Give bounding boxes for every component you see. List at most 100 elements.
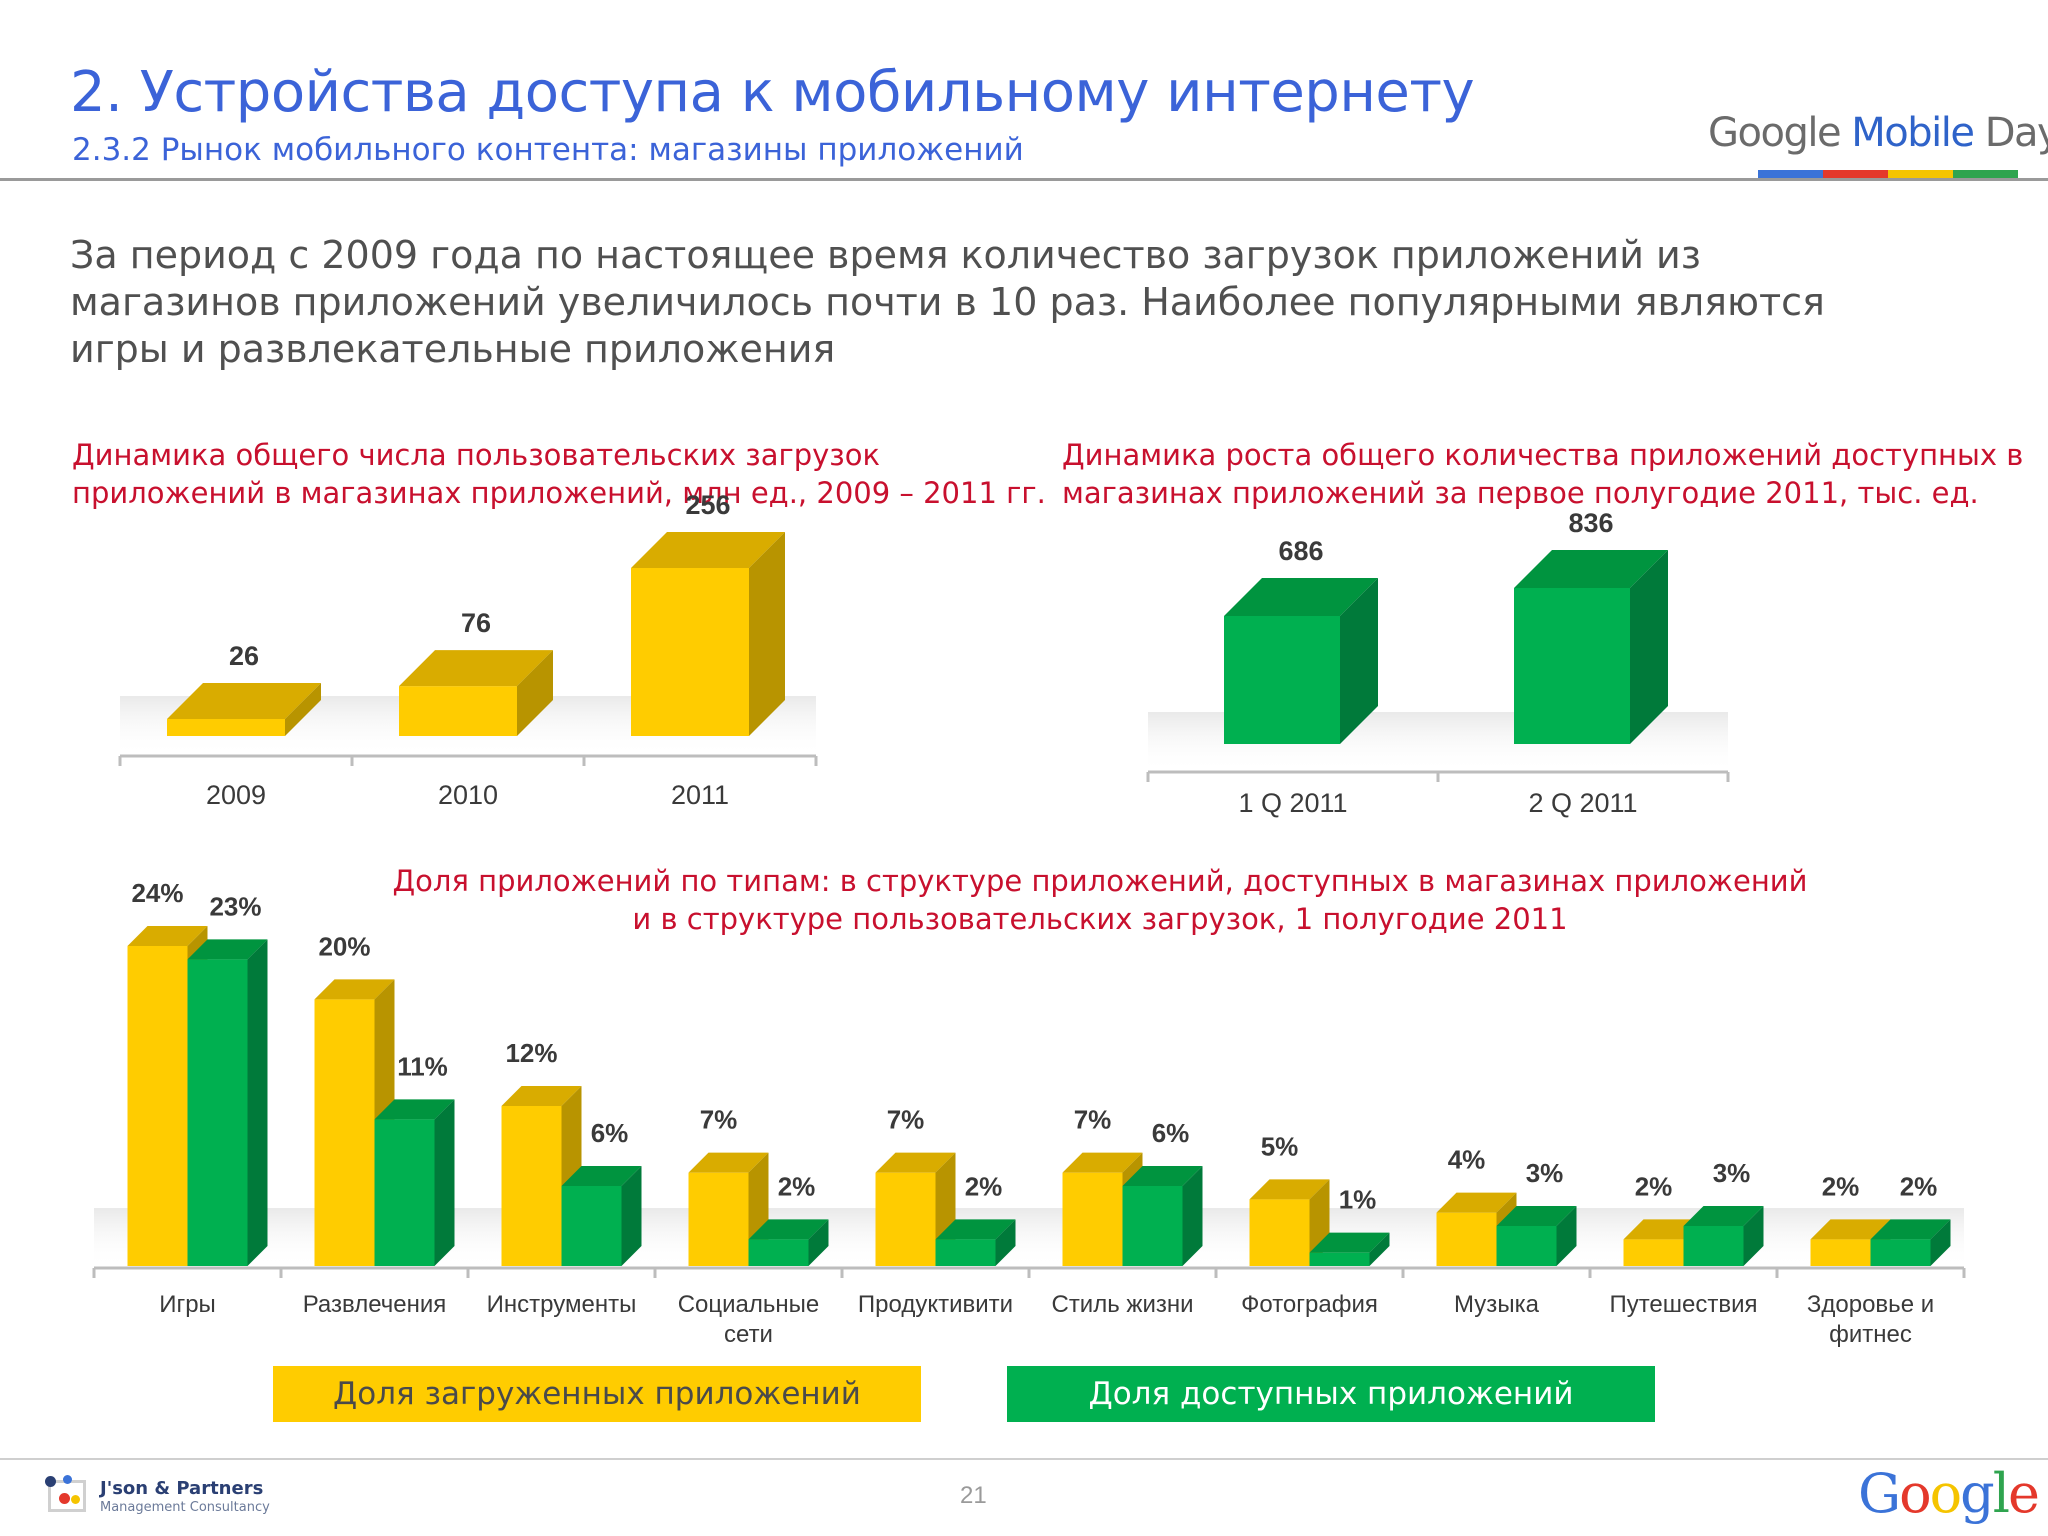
chart3-category-label: Инструменты	[487, 1291, 637, 1318]
jsonpartners-logo: J'son & Partners Management Consultancy	[45, 1472, 288, 1520]
chart3-category-label: Стиль жизни	[1051, 1291, 1193, 1318]
legend-downloads-label: Доля загруженных приложений	[333, 1376, 861, 1412]
google-logo: Google	[1858, 1462, 2040, 1525]
chart3-bar-available-8-front	[1683, 1226, 1744, 1266]
chart3-bar-available-6-side	[1369, 1232, 1390, 1266]
chart3-bar-available-4	[935, 1219, 1016, 1266]
chart3-bar-available-4-front	[935, 1239, 996, 1266]
logo-word-day: Day	[1984, 110, 2048, 156]
chart3-bar-available-5-top	[1122, 1166, 1203, 1186]
available-apps-chart: 686 1 Q 2011 836 2 Q 2011	[1146, 508, 1730, 818]
chart3-bar-available-2	[561, 1166, 642, 1266]
chart3-bar-available-3-front	[748, 1239, 809, 1266]
chart1-bar-2010-front	[399, 686, 517, 736]
chart3-bar-downloads-6-front	[1249, 1199, 1310, 1266]
chart3-bar-available-7	[1496, 1206, 1577, 1266]
chart3-downloads-label: 5%	[1261, 1131, 1299, 1161]
page-title: 2. Устройства доступа к мобильному интер…	[70, 60, 1475, 125]
chart3-title: Доля приложений по типам: в структуре пр…	[380, 862, 1820, 938]
chart3-bar-available-1-front	[374, 1119, 435, 1266]
chart2-title: Динамика роста общего количества приложе…	[1062, 436, 2023, 512]
chart3-bar-downloads-9-top	[1810, 1219, 1891, 1240]
chart3-downloads-label: 4%	[1448, 1145, 1486, 1175]
chart2-category-label: 2 Q 2011	[1528, 788, 1637, 818]
chart3-bar-available-0-side	[247, 939, 268, 1266]
chart3-available-label: 2%	[1900, 1171, 1938, 1201]
chart1-category-label: 2009	[206, 780, 266, 810]
chart2-title-line2: магазинах приложений за первое полугодие…	[1062, 476, 1979, 510]
chart3-bar-available-0-front	[187, 959, 248, 1266]
chart3-available-label: 23%	[209, 891, 261, 921]
chart3-available-label: 11%	[397, 1051, 448, 1081]
chart3-bar-downloads-6-top	[1249, 1179, 1330, 1200]
legend-downloads: Доля загруженных приложений	[273, 1366, 921, 1422]
downloads-chart: 26 2009 76 2010 256 2011	[118, 490, 818, 810]
chart3-bar-available-2-top	[561, 1166, 642, 1186]
chart2-value-label: 686	[1278, 536, 1323, 566]
chart2-bar-1	[1514, 550, 1668, 744]
chart3-available-label: 1%	[1339, 1185, 1377, 1215]
chart1-value-label: 76	[461, 608, 491, 638]
jsonpartners-subtitle: Management Consultancy	[100, 1500, 270, 1515]
chart3-bar-available-8-side	[1743, 1206, 1764, 1266]
chart2-bar-0-front	[1224, 615, 1340, 744]
chart3-bar-downloads-4-top	[875, 1152, 956, 1173]
chart3-bar-available-6-top	[1309, 1232, 1390, 1253]
chart3-bar-downloads-8-front	[1623, 1239, 1684, 1266]
chart3-title-line1: Доля приложений по типам: в структуре пр…	[392, 864, 1808, 898]
chart3-bar-available-1-top	[374, 1099, 455, 1120]
chart3-bar-available-6-front	[1309, 1252, 1370, 1266]
chart1-bar-2009-side	[285, 682, 321, 736]
lead-text: За период с 2009 года по настоящее время…	[70, 233, 1825, 371]
chart1-bar-2010-side	[517, 650, 553, 736]
chart3-bar-available-6	[1309, 1232, 1390, 1266]
chart3-bar-available-9-front	[1870, 1239, 1931, 1266]
chart3-title-line2: и в структуре пользовательских загрузок,…	[632, 902, 1568, 936]
chart3-bar-downloads-3-front	[688, 1172, 749, 1266]
chart3-bar-available-5-side	[1182, 1166, 1203, 1266]
chart3-category-label: Здоровье и	[1807, 1291, 1934, 1318]
chart3-category-label: Развлечения	[303, 1291, 447, 1318]
chart3-bar-available-3-side	[808, 1219, 829, 1266]
chart3-bar-available-2-side	[621, 1166, 642, 1266]
chart3-bar-downloads-5-front	[1062, 1172, 1123, 1266]
chart3-downloads-label: 20%	[318, 931, 370, 961]
chart2-bar-0-top	[1224, 577, 1378, 616]
chart2-bar-0-side	[1340, 577, 1378, 744]
chart3-available-label: 2%	[778, 1171, 816, 1201]
chart3-bar-downloads-3-top	[688, 1152, 769, 1173]
chart1-bar-2010	[399, 650, 553, 736]
logo-color-stripe	[1758, 170, 2018, 178]
chart3-available-label: 3%	[1713, 1158, 1751, 1188]
chart3-bar-downloads-1-front	[314, 999, 375, 1266]
chart1-title-line1: Динамика общего числа пользовательских з…	[72, 438, 880, 472]
chart3-bar-available-7-front	[1496, 1226, 1557, 1266]
chart3-bar-downloads-4-front	[875, 1172, 936, 1266]
chart1-bar-2009-top	[167, 682, 321, 719]
chart3-bar-downloads-1-top	[314, 979, 395, 1000]
chart3-category-label: Игры	[159, 1291, 216, 1318]
chart3-bar-downloads-2-front	[501, 1106, 562, 1266]
chart3-available-label: 3%	[1526, 1158, 1564, 1188]
chart3-bar-downloads-6	[1249, 1179, 1330, 1266]
chart3-bar-available-9-top	[1870, 1219, 1951, 1240]
app-types-chart: 24% 23% Игры 20% 11% Развлечения 12% 6% Инструме…	[92, 878, 1966, 1348]
chart1-bar-2010-top	[399, 650, 553, 687]
chart1-bar-2011-side	[749, 532, 785, 736]
chart3-category-label: Социальные	[678, 1291, 820, 1318]
chart1-title-line2: приложений в магазинах приложений, млн е…	[72, 476, 1046, 510]
chart3-bar-available-8	[1683, 1206, 1764, 1266]
chart3-bar-downloads-7-front	[1436, 1212, 1497, 1266]
page-number: 21	[960, 1482, 987, 1509]
legend-available-label: Доля доступных приложений	[1088, 1376, 1574, 1412]
chart2-bar-1-top	[1514, 550, 1668, 588]
chart3-downloads-label: 2%	[1635, 1171, 1673, 1201]
chart3-bar-available-2-front	[561, 1186, 622, 1266]
chart3-bar-available-8-top	[1683, 1206, 1764, 1226]
jsonpartners-mark-icon	[45, 1475, 86, 1512]
chart1-bar-2009	[167, 682, 321, 736]
chart3-bar-available-9-side	[1930, 1219, 1951, 1266]
chart3-downloads-label: 2%	[1822, 1171, 1860, 1201]
chart3-category-label: Музыка	[1454, 1291, 1540, 1318]
